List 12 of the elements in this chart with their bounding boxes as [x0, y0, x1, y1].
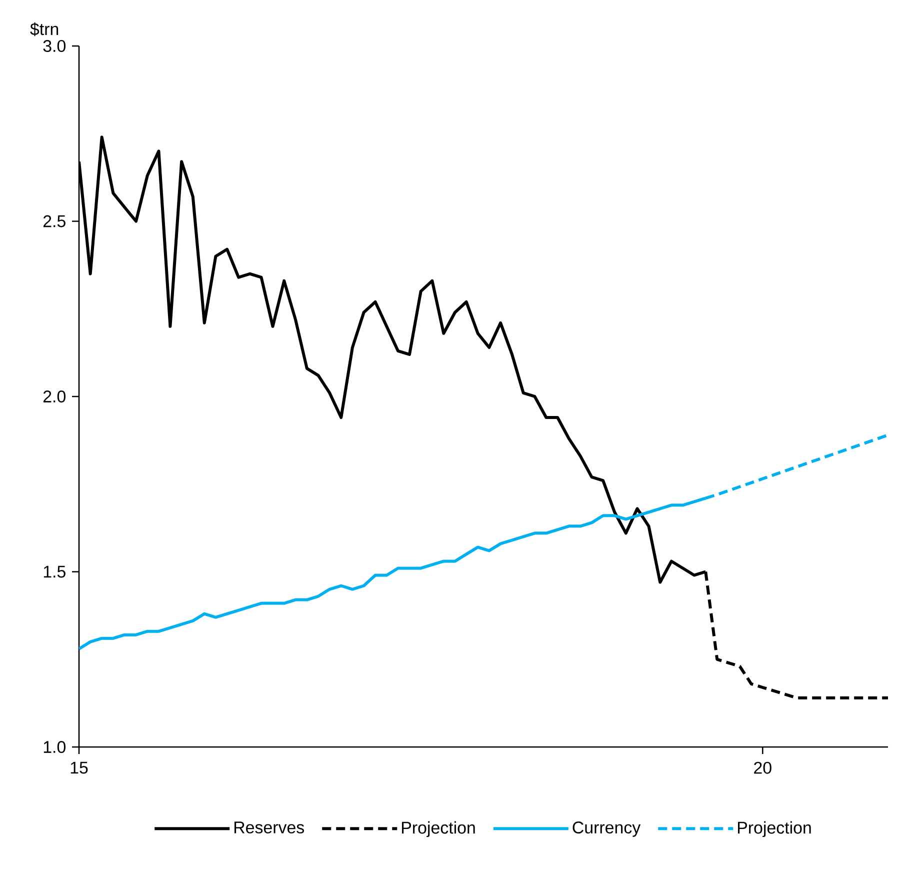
y-tick-label: 2.5	[43, 215, 66, 228]
y-axis-title: $trn	[30, 22, 58, 36]
x-tick-label: 20	[754, 762, 772, 774]
y-tick-label: 2.0	[43, 390, 66, 402]
y-tick-label: 1.0	[44, 740, 66, 753]
y-tick-label: 1.5	[44, 566, 66, 578]
legend-label: Reserves	[234, 822, 304, 834]
legend-label: Projection	[738, 821, 811, 838]
x-tick-label: 15	[70, 762, 88, 774]
legend-label: Projection	[402, 821, 475, 838]
legend-label: Currency	[572, 821, 641, 837]
y-tick-label: 3.0	[43, 40, 66, 52]
